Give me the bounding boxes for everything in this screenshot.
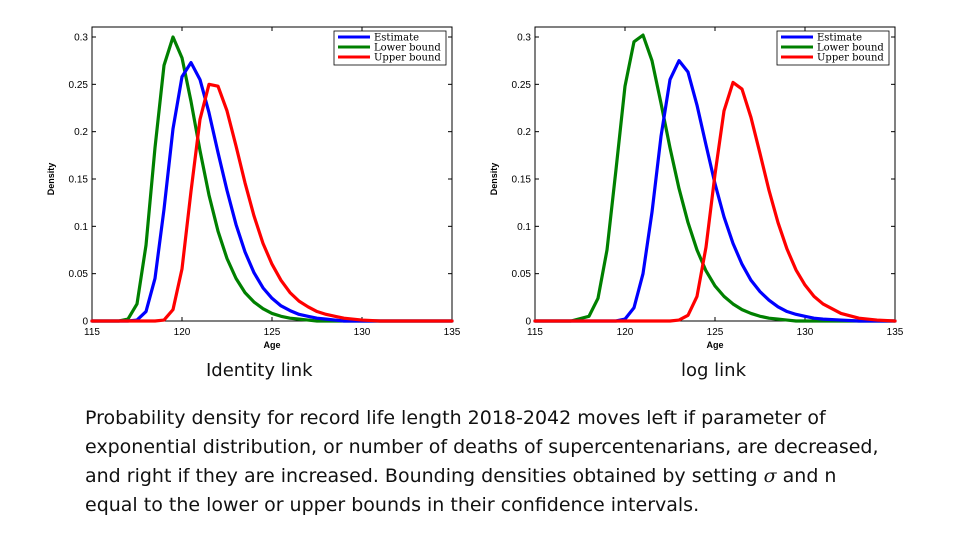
legend-label: Lower bound	[817, 43, 884, 54]
y-tick-label: 0.1	[74, 222, 88, 233]
y-tick-label: 0	[525, 317, 531, 328]
chart-panel-log: 0 0.05 0.1 0.15 0.2 0.25 0.3 115 120 125 130 135 Age…	[483, 0, 913, 360]
sigma-symbol: σ	[763, 465, 777, 487]
y-tick-label: 0.3	[74, 33, 88, 44]
series-line-upper-bound	[533, 80, 897, 323]
description-line-2: exponential distribution, or number of d…	[85, 436, 879, 458]
y-tick-label: 0.2	[517, 127, 531, 138]
description-line-3b: and n	[776, 465, 837, 487]
x-tick-label: 130	[797, 327, 814, 338]
plot-frame	[91, 26, 453, 322]
legend-label: Upper bound	[817, 53, 884, 64]
chart-panel-identity: 0 0.05 0.1 0.15 0.2 0.25 0.3 115 120 125 130 135 Age…	[40, 0, 470, 360]
y-tick-label: 0.25	[512, 80, 532, 91]
series-line-lower-bound	[533, 33, 897, 323]
x-tick-label: 120	[617, 327, 634, 338]
y-tick-label: 0.15	[69, 175, 89, 186]
y-tick-label: 0.15	[512, 175, 532, 186]
y-tick-label: 0.2	[74, 127, 88, 138]
y-tick-label: 0.25	[69, 80, 89, 91]
y-tick-label: 0.1	[517, 222, 531, 233]
y-tick-label: 0.3	[517, 33, 531, 44]
caption-log-link: log link	[681, 360, 746, 381]
x-tick-label: 125	[264, 327, 281, 338]
legend-label: Lower bound	[374, 43, 441, 54]
legend-label: Estimate	[817, 33, 862, 44]
chart-log-link: 0 0.05 0.1 0.15 0.2 0.25 0.3 115 120 125 130 135 Age…	[489, 26, 904, 350]
x-tick-label: 135	[444, 327, 461, 338]
y-axis-label: Density	[46, 163, 56, 196]
x-tick-label: 125	[707, 327, 724, 338]
x-tick-label: 135	[887, 327, 904, 338]
x-axis-label: Age	[263, 340, 280, 350]
series-line-upper-bound	[90, 82, 454, 323]
y-tick-label: 0.05	[69, 269, 89, 280]
series-line-estimate	[90, 60, 454, 323]
chart-identity-link: 0 0.05 0.1 0.15 0.2 0.25 0.3 115 120 125 130 135 Age…	[46, 26, 461, 350]
y-axis-label: Density	[489, 163, 499, 196]
y-tick-label: 0	[82, 317, 88, 328]
caption-identity-link: Identity link	[206, 360, 313, 381]
x-axis-label: Age	[706, 340, 723, 350]
x-tick-label: 120	[174, 327, 191, 338]
x-tick-label: 115	[84, 327, 100, 338]
description-text: Probability density for record life leng…	[85, 404, 915, 520]
y-tick-label: 0.05	[512, 269, 532, 280]
description-line-4: equal to the lower or upper bounds in th…	[85, 494, 700, 516]
x-tick-label: 115	[527, 327, 543, 338]
x-tick-label: 130	[354, 327, 371, 338]
description-line-3a: and right if they are increased. Boundin…	[85, 465, 764, 487]
legend-label: Estimate	[374, 33, 419, 44]
legend-label: Upper bound	[374, 53, 441, 64]
description-line-3: and right if they are increased. Boundin…	[85, 462, 915, 491]
description-line-1: Probability density for record life leng…	[85, 407, 826, 429]
